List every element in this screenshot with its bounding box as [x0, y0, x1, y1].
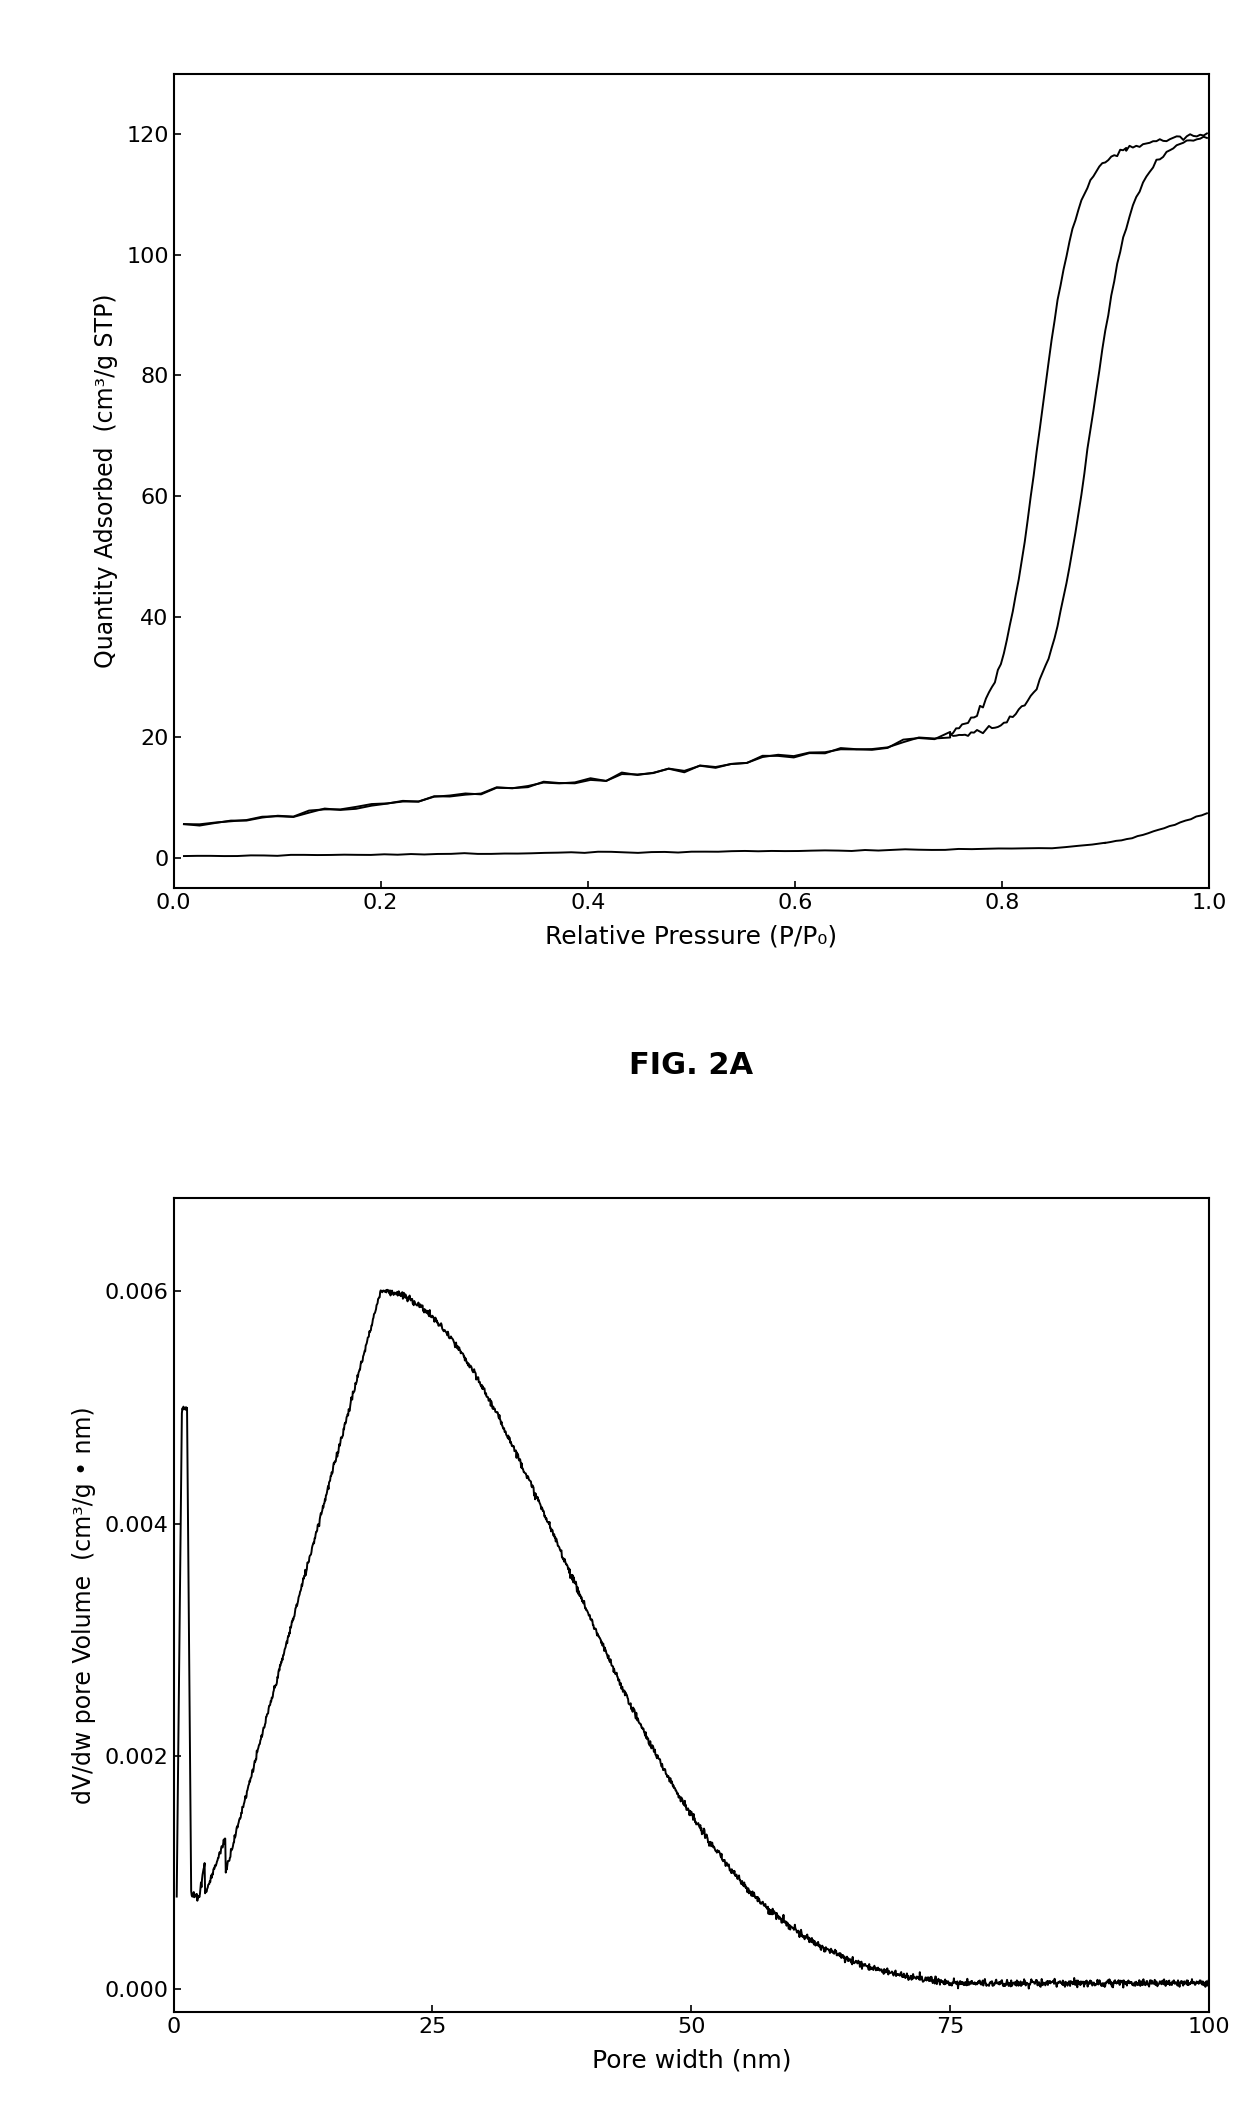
Y-axis label: dV/dw pore Volume  (cm³/g • nm): dV/dw pore Volume (cm³/g • nm): [72, 1405, 97, 1804]
Y-axis label: Quantity Adsorbed  (cm³/g STP): Quantity Adsorbed (cm³/g STP): [94, 293, 118, 668]
Text: FIG. 2A: FIG. 2A: [629, 1051, 754, 1081]
X-axis label: Relative Pressure (P/P₀): Relative Pressure (P/P₀): [546, 925, 837, 948]
X-axis label: Pore width (nm): Pore width (nm): [591, 2048, 791, 2071]
